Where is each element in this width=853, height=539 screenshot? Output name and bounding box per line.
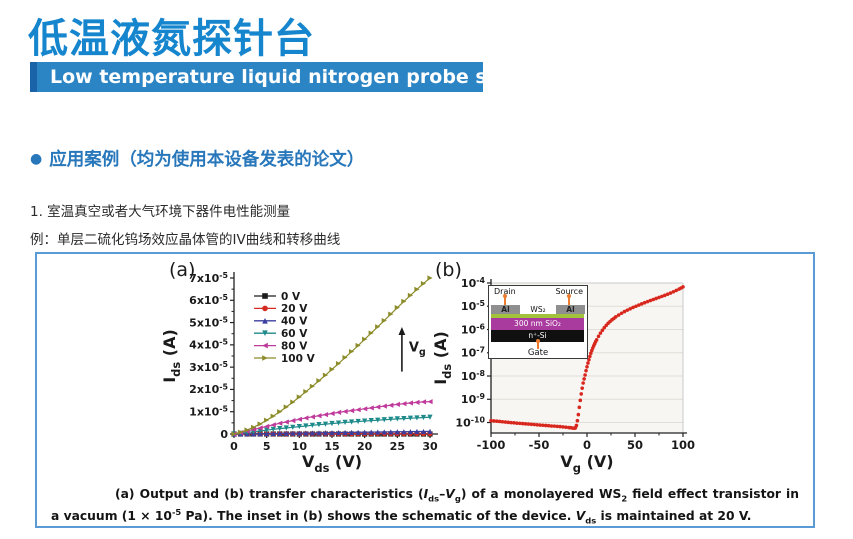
inset-source-label: Source — [555, 287, 583, 296]
svg-text:Ids (A): Ids (A) — [160, 329, 183, 383]
svg-text:10-6: 10-6 — [461, 322, 486, 336]
section-heading-text: 应用案例（均为使用本设备发表的论文） — [49, 150, 365, 170]
al-contact-left: Al — [491, 305, 520, 314]
svg-text:2x10-5: 2x10-5 — [189, 382, 228, 396]
svg-text:60 V: 60 V — [281, 328, 308, 340]
gate-wire — [537, 341, 539, 349]
svg-text:10-4: 10-4 — [461, 276, 486, 290]
svg-text:(b): (b) — [435, 259, 462, 281]
svg-text:10-5: 10-5 — [461, 299, 485, 313]
svg-text:Vg (V): Vg (V) — [560, 452, 613, 475]
case-example: 例：单层二硫化钨场效应晶体管的IV曲线和转移曲线 — [30, 232, 341, 248]
output-characteristics-chart: 0 5 10 15 20 25 30 0 1x10-5 2x10-5 3x10-5 4x10-5 5x1… — [160, 259, 438, 475]
svg-text:Ids (A): Ids (A) — [432, 331, 454, 385]
svg-text:25: 25 — [390, 440, 405, 453]
substrate-layer: n⁺-Si — [491, 330, 584, 342]
case-item-1: 1. 室温真空或者大气环境下器件电性能测量 — [30, 204, 291, 220]
svg-text:80 V: 80 V — [281, 340, 308, 352]
svg-text:Vg: Vg — [409, 340, 426, 358]
svg-text:0: 0 — [220, 428, 228, 441]
svg-text:20 V: 20 V — [281, 303, 308, 315]
svg-text:10: 10 — [292, 440, 308, 453]
svg-text:0: 0 — [230, 440, 238, 453]
svg-text:Vds (V): Vds (V) — [302, 452, 362, 475]
svg-text:20: 20 — [357, 440, 373, 453]
svg-text:40 V: 40 V — [281, 316, 308, 328]
device-schematic-inset: Drain Source Al Al WS₂ 300 nm SiO₂ n⁺-Si… — [488, 285, 588, 359]
svg-text:1x10-5: 1x10-5 — [189, 405, 228, 419]
svg-text:0 V: 0 V — [281, 291, 301, 303]
svg-text:100 V: 100 V — [281, 353, 316, 365]
figure-caption: (a) Output and (b) transfer characterist… — [51, 487, 800, 526]
svg-text:10-8: 10-8 — [461, 369, 485, 383]
drain-wire — [504, 296, 506, 306]
ws2-channel-label: WS₂ — [530, 305, 546, 314]
section-heading: ● 应用案例（均为使用本设备发表的论文） — [30, 146, 364, 171]
inset-drain-label: Drain — [494, 287, 516, 296]
svg-text:5x10-5: 5x10-5 — [189, 315, 228, 329]
oxide-layer: 300 nm SiO₂ — [491, 318, 584, 330]
svg-text:-100: -100 — [477, 438, 506, 452]
svg-text:50: 50 — [627, 438, 643, 452]
inset-gate-label: Gate — [527, 348, 549, 358]
page-title: 低温液氮探针台 — [28, 16, 315, 62]
svg-text:(a): (a) — [169, 259, 195, 281]
svg-text:30: 30 — [422, 440, 438, 453]
svg-text:-50: -50 — [529, 438, 550, 452]
svg-text:10-7: 10-7 — [461, 346, 485, 360]
subtitle-text: Low temperature liquid nitrogen probe st… — [50, 66, 551, 88]
svg-text:4x10-5: 4x10-5 — [189, 338, 228, 352]
transfer-characteristics-chart: 10-4 10-5 10-6 10-7 10-8 10-9 10-10 -100 -50 0 50 1… — [432, 259, 695, 475]
svg-text:5: 5 — [263, 440, 271, 453]
svg-text:3x10-5: 3x10-5 — [189, 360, 228, 374]
ws2-layer — [491, 314, 584, 318]
bullet-icon: ● — [30, 151, 43, 167]
svg-text:6x10-5: 6x10-5 — [189, 293, 228, 307]
subtitle-banner: Low temperature liquid nitrogen probe st… — [30, 62, 551, 92]
figure-box: 0 5 10 15 20 25 30 0 1x10-5 2x10-5 3x10-5 4x10-5 5x1… — [35, 252, 815, 528]
svg-text:0: 0 — [583, 438, 591, 452]
svg-text:10-9: 10-9 — [461, 392, 485, 406]
svg-text:10-10: 10-10 — [455, 415, 485, 429]
al-contact-right: Al — [556, 305, 585, 314]
svg-text:7x10-5: 7x10-5 — [189, 271, 228, 285]
svg-text:100: 100 — [671, 438, 695, 452]
svg-text:15: 15 — [324, 440, 339, 453]
source-wire — [568, 296, 570, 306]
